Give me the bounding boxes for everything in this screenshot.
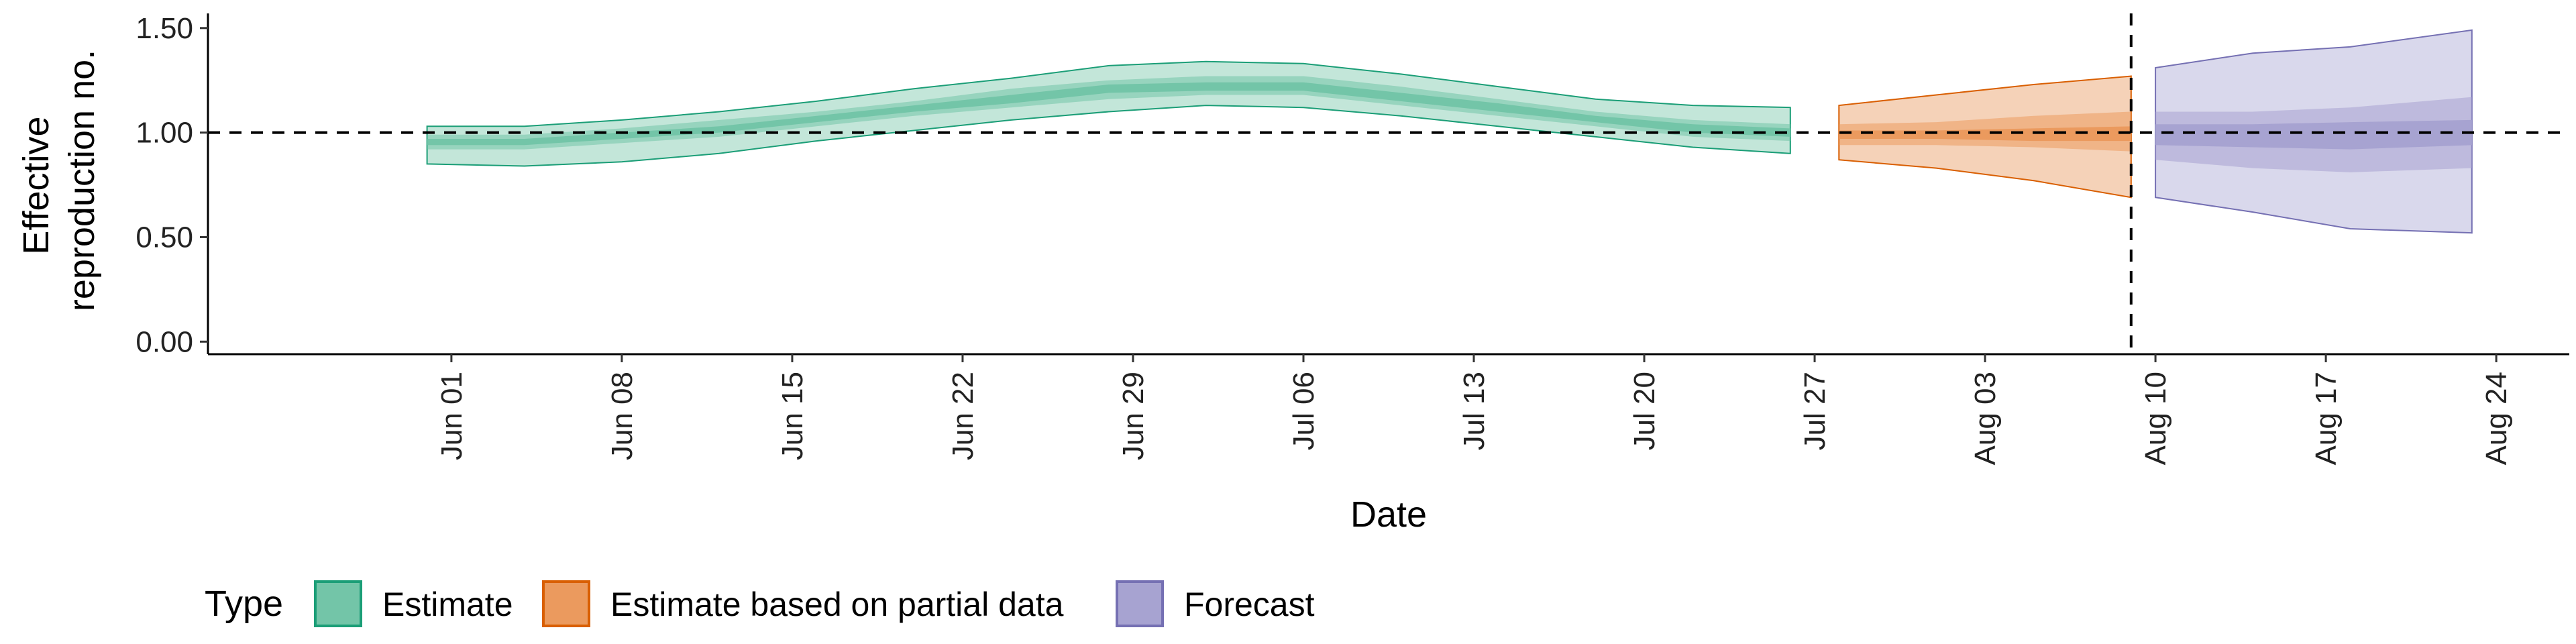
y-axis-ticks: 0.00 0.50 1.00 1.50 (136, 12, 208, 358)
y-axis-title-line-1: Effective (16, 116, 56, 254)
x-axis-ticks: Jun 01 Jun 08 Jun 15 Jun 22 Jun 29 Jul 06 Jul … (435, 354, 2513, 465)
x-tick-label: Aug 03 (1969, 372, 2002, 465)
series-0-band-50 (427, 76, 1790, 150)
y-tick-label: 1.50 (136, 12, 193, 45)
legend: Type Estimate Estimate based on partial d… (205, 580, 1315, 627)
series-0-band-20 (427, 82, 1790, 146)
x-tick-label: Aug 17 (2310, 372, 2343, 465)
x-tick-label: Jul 13 (1458, 372, 1491, 450)
legend-key-0 (314, 580, 362, 627)
legend-key-1 (542, 580, 590, 627)
x-tick-label: Jun 29 (1117, 372, 1150, 460)
series-2-band-20 (2155, 119, 2472, 150)
chart-bands (426, 29, 2473, 234)
x-tick-label: Jul 27 (1799, 372, 1831, 450)
x-tick-label: Jun 22 (947, 372, 979, 460)
x-tick-label: Jul 06 (1287, 372, 1320, 450)
y-tick-label: 0.50 (136, 221, 193, 254)
legend-title: Type (205, 584, 283, 624)
x-tick-label: Jun 08 (606, 372, 639, 460)
x-tick-label: Jul 20 (1628, 372, 1661, 450)
x-tick-label: Jun 01 (435, 372, 468, 460)
legend-label-2: Forecast (1184, 586, 1315, 623)
y-axis-title: Effective reproduction no. (16, 50, 102, 311)
x-tick-label: Jun 15 (776, 372, 809, 460)
y-axis-title-line-2: reproduction no. (62, 50, 102, 311)
series-1-band-20 (1839, 126, 2131, 142)
reference-lines (208, 13, 2569, 354)
y-tick-label: 1.00 (136, 117, 193, 150)
legend-label-1: Estimate based on partial data (610, 586, 1064, 623)
y-tick-label: 0.00 (136, 325, 193, 358)
x-tick-label: Aug 24 (2480, 372, 2513, 465)
series-0-band-90 (426, 60, 1791, 167)
x-axis-title: Date (1350, 494, 1427, 535)
legend-key-2 (1116, 580, 1164, 627)
legend-label-0: Estimate (382, 586, 513, 623)
x-tick-label: Aug 10 (2139, 372, 2172, 465)
axes: 0.00 0.50 1.00 1.50 Jun 01 Jun 08 Jun 15 Jun 2… (136, 12, 2569, 465)
